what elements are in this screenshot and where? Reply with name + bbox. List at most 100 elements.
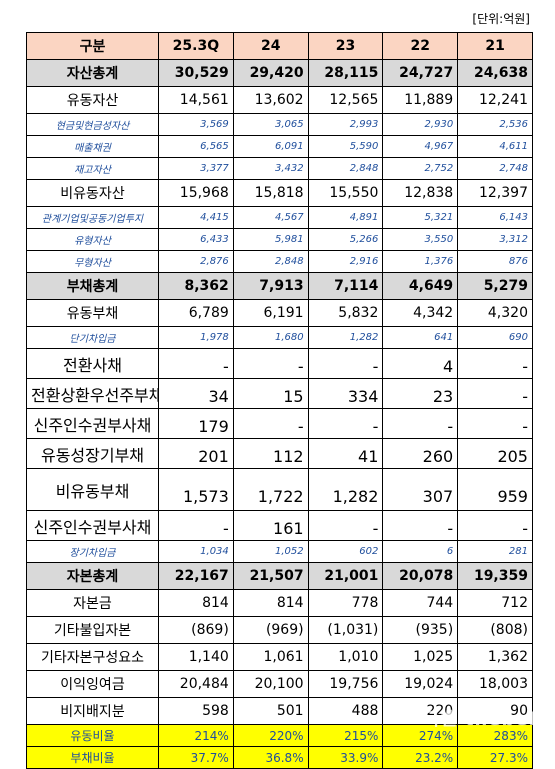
table-cell: 112 bbox=[232, 438, 309, 469]
table-cell: 260 bbox=[382, 438, 459, 469]
table-cell: 488 bbox=[307, 697, 384, 725]
table-cell: 334 bbox=[307, 378, 384, 409]
table-cell: 11,889 bbox=[382, 86, 459, 114]
table-cell: 1,025 bbox=[382, 643, 459, 671]
table-cell: 15,550 bbox=[307, 179, 384, 207]
row-label: 장기차입금 bbox=[26, 540, 159, 563]
table-cell: 5,981 bbox=[232, 228, 309, 251]
table-cell: - bbox=[307, 348, 384, 379]
row-label: 유동부채 bbox=[26, 299, 159, 327]
table-cell: 3,312 bbox=[457, 228, 533, 251]
table-cell: 5,590 bbox=[307, 135, 384, 158]
row-label: 전환사채 bbox=[26, 348, 159, 379]
table-cell: (969) bbox=[232, 616, 309, 644]
table-row: 이익잉여금 20,484 20,100 19,756 19,024 18,003 bbox=[26, 670, 533, 698]
row-label: 신주인수권부사채 bbox=[26, 510, 159, 541]
table-row: 자본금 814 814 778 744 712 bbox=[26, 589, 533, 617]
header-period: 21 bbox=[457, 32, 533, 60]
table-cell: - bbox=[457, 408, 533, 439]
table-row: 부채총계 8,362 7,913 7,114 4,649 5,279 bbox=[26, 272, 533, 300]
table-cell: 2,848 bbox=[307, 157, 384, 180]
table-cell: 1,376 bbox=[382, 250, 459, 273]
row-label: 재고자산 bbox=[26, 157, 159, 180]
table-cell: 28,115 bbox=[307, 59, 384, 87]
table-cell: 690 bbox=[457, 326, 533, 349]
table-cell: 23 bbox=[382, 378, 459, 409]
table-cell: 4,891 bbox=[307, 206, 384, 229]
table-cell: 8,362 bbox=[158, 272, 234, 300]
header-period: 22 bbox=[382, 32, 459, 60]
watermark: 더벨 thebell bbox=[422, 709, 543, 730]
table-cell: 13,602 bbox=[232, 86, 309, 114]
table-cell: 15,968 bbox=[158, 179, 234, 207]
table-cell: 876 bbox=[457, 250, 533, 273]
table-cell: 14,561 bbox=[158, 86, 234, 114]
table-cell: 29,420 bbox=[232, 59, 309, 87]
table-cell: 2,930 bbox=[382, 113, 459, 136]
table-cell: 36.8% bbox=[232, 746, 309, 769]
table-cell: (869) bbox=[158, 616, 234, 644]
table-cell: 161 bbox=[232, 510, 309, 541]
table-cell: - bbox=[158, 510, 234, 541]
table-cell: 2,748 bbox=[457, 157, 533, 180]
table-cell: 3,432 bbox=[232, 157, 309, 180]
row-label: 관계기업및공동기업투지 bbox=[26, 206, 159, 229]
table-cell: - bbox=[307, 408, 384, 439]
table-body: 자산총계 30,529 29,420 28,115 24,727 24,638 유동자산 14… bbox=[26, 59, 533, 769]
table-cell: 4,649 bbox=[382, 272, 459, 300]
table-cell: 3,569 bbox=[158, 113, 234, 136]
table-cell: - bbox=[457, 510, 533, 541]
table-cell: 6,091 bbox=[232, 135, 309, 158]
table-cell: 2,876 bbox=[158, 250, 234, 273]
table-cell: 641 bbox=[382, 326, 459, 349]
table-cell: 12,397 bbox=[457, 179, 533, 207]
table-cell: 1,140 bbox=[158, 643, 234, 671]
table-cell: 22,167 bbox=[158, 562, 234, 590]
row-label: 비유동자산 bbox=[26, 179, 159, 207]
row-label: 비유동부채 bbox=[26, 468, 159, 511]
table-cell: 2,993 bbox=[307, 113, 384, 136]
row-label: 유동성장기부채 bbox=[26, 438, 159, 469]
table-cell: 19,756 bbox=[307, 670, 384, 698]
header-period: 24 bbox=[232, 32, 309, 60]
table-cell: 6,565 bbox=[158, 135, 234, 158]
table-cell: 712 bbox=[457, 589, 533, 617]
table-cell: 12,241 bbox=[457, 86, 533, 114]
table-cell: 18,003 bbox=[457, 670, 533, 698]
table-row: 유동성장기부채 201 112 41 260 205 bbox=[26, 438, 533, 469]
table-cell: 1,573 bbox=[158, 468, 234, 511]
table-row: 부채비율 37.7% 36.8% 33.9% 23.2% 27.3% bbox=[26, 746, 533, 769]
table-cell: (935) bbox=[382, 616, 459, 644]
table-row: 기타자본구성요소 1,140 1,061 1,010 1,025 1,362 bbox=[26, 643, 533, 671]
table-cell: 1,282 bbox=[307, 468, 384, 511]
table-row: 유형자산 6,433 5,981 5,266 3,550 3,312 bbox=[26, 228, 533, 251]
row-label: 자본금 bbox=[26, 589, 159, 617]
row-label: 부채총계 bbox=[26, 272, 159, 300]
header-period: 25.3Q bbox=[158, 32, 234, 60]
table-cell: 21,507 bbox=[232, 562, 309, 590]
table-cell: 778 bbox=[307, 589, 384, 617]
table-row: 현금및현금성자산 3,569 3,065 2,993 2,930 2,536 bbox=[26, 113, 533, 136]
row-label: 자본총계 bbox=[26, 562, 159, 590]
table-cell: - bbox=[382, 408, 459, 439]
row-label: 신주인수권부사채 bbox=[26, 408, 159, 439]
table-cell: 21,001 bbox=[307, 562, 384, 590]
table-cell: 30,529 bbox=[158, 59, 234, 87]
table-cell: 2,916 bbox=[307, 250, 384, 273]
table-cell: 5,832 bbox=[307, 299, 384, 327]
table-cell: 5,321 bbox=[382, 206, 459, 229]
table-cell: - bbox=[307, 510, 384, 541]
table-cell: 20,100 bbox=[232, 670, 309, 698]
table-row: 비지배지분 598 501 488 220 90 bbox=[26, 697, 533, 725]
table-cell: 4,320 bbox=[457, 299, 533, 327]
table-cell: 23.2% bbox=[382, 746, 459, 769]
table-cell: - bbox=[232, 348, 309, 379]
table-cell: 814 bbox=[158, 589, 234, 617]
table-cell: 4,967 bbox=[382, 135, 459, 158]
financial-table: 구분 25.3Q 24 23 22 21 자산총계 30,529 29,420 28,… bbox=[26, 32, 533, 769]
table-cell: 4,567 bbox=[232, 206, 309, 229]
table-cell: 6,143 bbox=[457, 206, 533, 229]
table-cell: 12,565 bbox=[307, 86, 384, 114]
table-cell: 15,818 bbox=[232, 179, 309, 207]
table-cell: 307 bbox=[382, 468, 459, 511]
